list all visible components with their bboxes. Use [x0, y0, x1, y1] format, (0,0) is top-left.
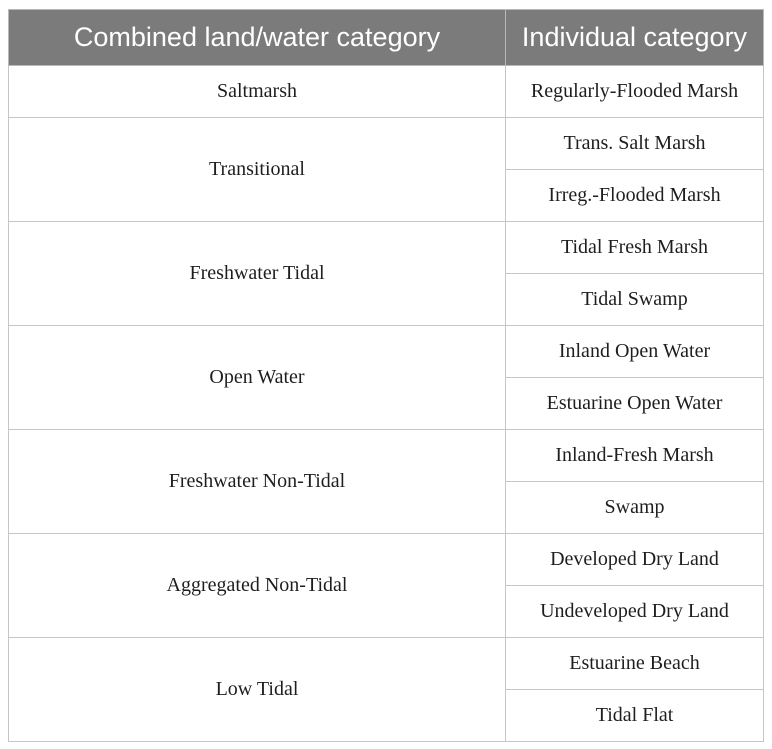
individual-category-cell: Developed Dry Land: [505, 533, 764, 586]
individual-category-cell: Regularly-Flooded Marsh: [505, 65, 764, 118]
combined-category-cell: Freshwater Non-Tidal: [8, 429, 506, 534]
table-row: Irreg.-Flooded Marsh: [9, 169, 764, 222]
individual-category-cell: Estuarine Beach: [505, 637, 764, 690]
combined-category-cell: Transitional: [8, 117, 506, 222]
header-row: Combined land/water category Individual …: [8, 9, 764, 66]
individual-category-cell: Tidal Flat: [505, 689, 764, 742]
table-row: Low Tidal Estuarine Beach: [8, 637, 764, 742]
table-row: Swamp: [9, 481, 764, 534]
header-individual-category: Individual category: [505, 9, 764, 66]
combined-category-cell: Freshwater Tidal: [8, 221, 506, 326]
table-row: Saltmarsh Regularly-Flooded Marsh: [8, 65, 764, 118]
table-row: Open Water Inland Open Water: [8, 325, 764, 430]
individual-category-cell: Trans. Salt Marsh: [505, 117, 764, 170]
individual-category-cell: Tidal Fresh Marsh: [505, 221, 764, 274]
individual-category-cell: Inland Open Water: [505, 325, 764, 378]
individual-category-cell: Estuarine Open Water: [505, 377, 764, 430]
category-table: Combined land/water category Individual …: [8, 9, 764, 742]
table-row: Aggregated Non-Tidal Developed Dry Land: [8, 533, 764, 638]
table-row: Tidal Swamp: [9, 273, 764, 326]
table-row: Undeveloped Dry Land: [9, 585, 764, 638]
table-row: Freshwater Non-Tidal Inland-Fresh Marsh: [8, 429, 764, 534]
combined-category-cell: Saltmarsh: [8, 65, 506, 118]
table-row: Transitional Trans. Salt Marsh: [8, 117, 764, 222]
individual-category-cell: Irreg.-Flooded Marsh: [505, 169, 764, 222]
combined-category-cell: Open Water: [8, 325, 506, 430]
table-row: Freshwater Tidal Tidal Fresh Marsh: [8, 221, 764, 326]
individual-category-cell: Tidal Swamp: [505, 273, 764, 326]
individual-category-cell: Swamp: [505, 481, 764, 534]
individual-category-cell: Undeveloped Dry Land: [505, 585, 764, 638]
combined-category-cell: Aggregated Non-Tidal: [8, 533, 506, 638]
combined-category-cell: Low Tidal: [8, 637, 506, 742]
header-combined-category: Combined land/water category: [8, 9, 506, 66]
table-row: Tidal Flat: [9, 689, 764, 742]
individual-category-cell: Inland-Fresh Marsh: [505, 429, 764, 482]
